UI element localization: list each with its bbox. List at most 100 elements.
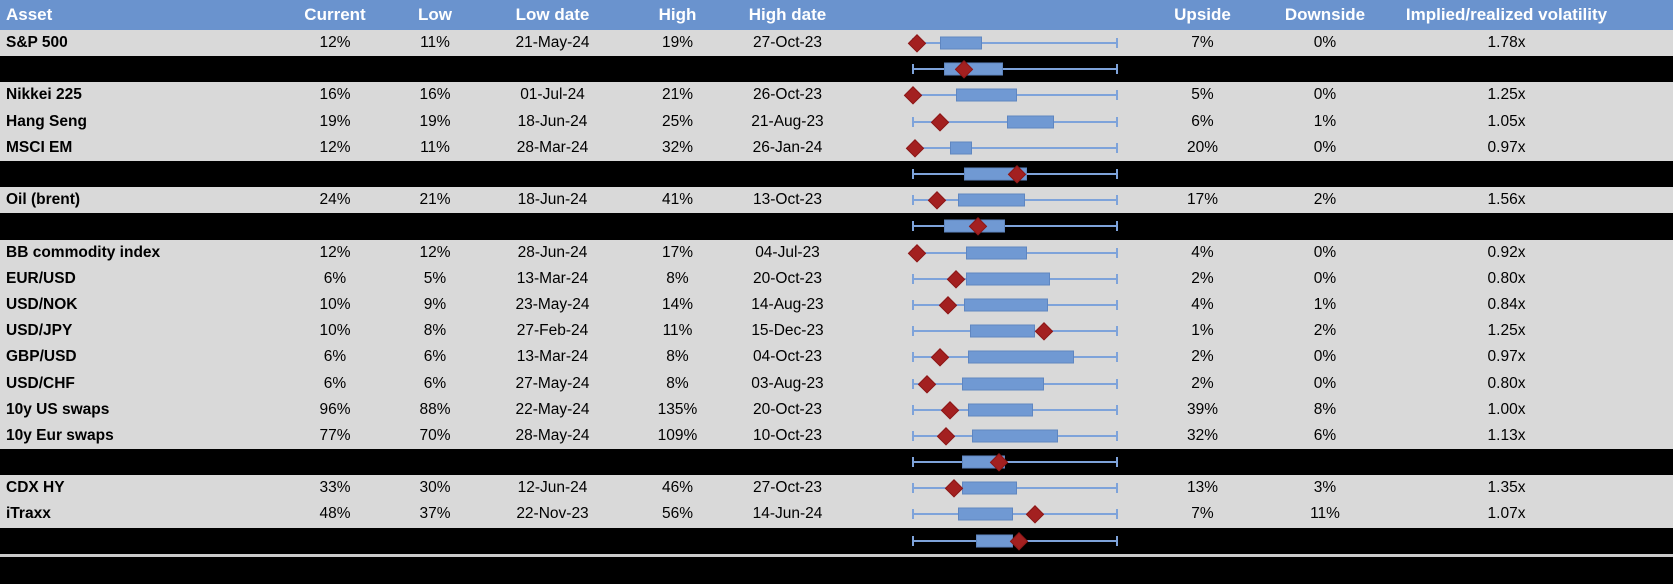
implied-realized-ratio: 1.13x xyxy=(1487,426,1526,444)
low-date: 22-Nov-23 xyxy=(516,505,589,523)
current-value: 6% xyxy=(323,374,347,392)
range-boxplot xyxy=(845,344,1125,370)
low-date: 13-Mar-24 xyxy=(516,269,589,287)
current-value: 77% xyxy=(319,426,351,444)
high-date: 13-Oct-23 xyxy=(753,191,822,209)
table-row: GBP/USD 6% 6% 13-Mar-24 8% 04-Oct-23 2% … xyxy=(0,344,1673,371)
implied-realized-ratio: 0.92x xyxy=(1487,243,1526,261)
table-body: S&P 500 12% 11% 21-May-24 19% 27-Oct-23 … xyxy=(0,30,1673,554)
current-value: 24% xyxy=(319,191,351,209)
high-date: 21-Aug-23 xyxy=(751,112,824,130)
range-boxplot xyxy=(845,187,1125,213)
separator-row xyxy=(0,527,1673,554)
current-value: 96% xyxy=(319,400,351,418)
upside-value: 5% xyxy=(1191,86,1214,104)
range-boxplot xyxy=(845,240,1125,266)
current-marker-diamond-icon xyxy=(906,139,924,157)
high-value: 41% xyxy=(661,191,694,209)
table-row: USD/CHF 6% 6% 27-May-24 8% 03-Aug-23 2% … xyxy=(0,370,1673,397)
low-value: 19% xyxy=(419,112,451,130)
separator-row xyxy=(0,56,1673,83)
high-value: 19% xyxy=(661,34,694,52)
downside-value: 0% xyxy=(1313,86,1337,104)
upside-value: 32% xyxy=(1186,426,1219,444)
iqr-box xyxy=(957,193,1026,207)
whisker-left-cap-icon xyxy=(912,535,914,546)
low-value: 70% xyxy=(419,426,451,444)
high-value: 109% xyxy=(657,426,698,444)
range-boxplot xyxy=(845,423,1125,449)
current-value: 33% xyxy=(319,479,351,497)
current-value: 10% xyxy=(319,295,351,313)
whisker-right-cap-icon xyxy=(1116,299,1118,310)
asset-name: 10y Eur swaps xyxy=(6,426,114,444)
col-header-low-date: Low date xyxy=(515,5,590,24)
implied-realized-ratio: 1.78x xyxy=(1487,34,1526,52)
current-marker-diamond-icon xyxy=(904,86,922,105)
whisker-left-cap-icon xyxy=(912,221,914,232)
upside-value: 7% xyxy=(1191,505,1214,523)
high-value: 11% xyxy=(662,322,693,340)
whisker-right-cap-icon xyxy=(1116,326,1118,337)
range-boxplot xyxy=(845,135,1125,161)
whisker-right-cap-icon xyxy=(1116,116,1118,127)
downside-value: 0% xyxy=(1313,138,1337,156)
high-value: 8% xyxy=(666,348,689,366)
current-marker-diamond-icon xyxy=(946,269,965,288)
low-value: 11% xyxy=(420,34,450,52)
asset-name: BB commodity index xyxy=(6,243,161,261)
whisker-right-cap-icon xyxy=(1116,352,1118,363)
range-boxplot xyxy=(845,397,1125,423)
table-row: MSCI EM 12% 11% 28-Mar-24 32% 26-Jan-24 … xyxy=(0,134,1673,161)
iqr-box xyxy=(968,350,1075,364)
table-row: 10y US swaps 96% 88% 22-May-24 135% 20-O… xyxy=(0,396,1673,423)
col-header-implied-realized: Implied/realized volatility xyxy=(1405,5,1608,24)
current-marker-diamond-icon xyxy=(908,243,926,262)
high-date: 27-Oct-23 xyxy=(753,479,822,497)
whisker-left-cap-icon xyxy=(912,195,914,206)
high-date: 04-Jul-23 xyxy=(755,243,820,261)
whisker-left-cap-icon xyxy=(912,483,914,494)
current-value: 12% xyxy=(319,243,351,261)
range-boxplot xyxy=(845,30,1125,56)
current-marker-diamond-icon xyxy=(936,427,955,445)
downside-value: 0% xyxy=(1313,348,1337,366)
high-date: 20-Oct-23 xyxy=(753,269,822,287)
high-date: 15-Dec-23 xyxy=(751,322,824,340)
implied-realized-ratio: 1.07x xyxy=(1487,505,1526,523)
range-boxplot xyxy=(845,370,1125,396)
table-row: USD/NOK 10% 9% 23-May-24 14% 14-Aug-23 4… xyxy=(0,291,1673,319)
upside-value: 4% xyxy=(1191,243,1214,261)
whisker-left-cap-icon xyxy=(912,509,914,520)
low-date: 12-Jun-24 xyxy=(517,479,588,497)
current-marker-diamond-icon xyxy=(1026,505,1045,524)
iqr-box xyxy=(943,62,1003,76)
range-boxplot xyxy=(845,292,1125,318)
upside-value: 2% xyxy=(1191,348,1214,366)
table-row: EUR/USD 6% 5% 13-Mar-24 8% 20-Oct-23 2% … xyxy=(0,265,1673,292)
whisker-left-cap-icon xyxy=(912,299,914,310)
iqr-box xyxy=(949,141,973,155)
whisker-left-cap-icon xyxy=(912,457,914,468)
whisker-right-cap-icon xyxy=(1116,142,1118,153)
whisker-line xyxy=(913,461,1118,464)
current-value: 6% xyxy=(323,269,347,287)
whisker-left-cap-icon xyxy=(912,169,914,180)
whisker-left-cap-icon xyxy=(912,116,914,127)
whisker-line xyxy=(913,513,1118,516)
asset-name: USD/CHF xyxy=(6,374,75,392)
range-boxplot xyxy=(845,56,1125,82)
implied-realized-ratio: 1.25x xyxy=(1487,322,1526,340)
high-date: 26-Jan-24 xyxy=(752,138,823,156)
whisker-left-cap-icon xyxy=(912,378,914,389)
whisker-right-cap-icon xyxy=(1116,404,1118,415)
low-value: 6% xyxy=(423,374,447,392)
high-date: 14-Aug-23 xyxy=(751,295,824,313)
low-date: 27-May-24 xyxy=(515,374,590,392)
low-value: 6% xyxy=(423,348,447,366)
asset-name: Oil (brent) xyxy=(6,191,81,209)
iqr-box xyxy=(970,324,1036,338)
asset-name: USD/NOK xyxy=(6,295,78,313)
separator-row xyxy=(0,213,1673,240)
col-header-asset: Asset xyxy=(6,5,53,24)
